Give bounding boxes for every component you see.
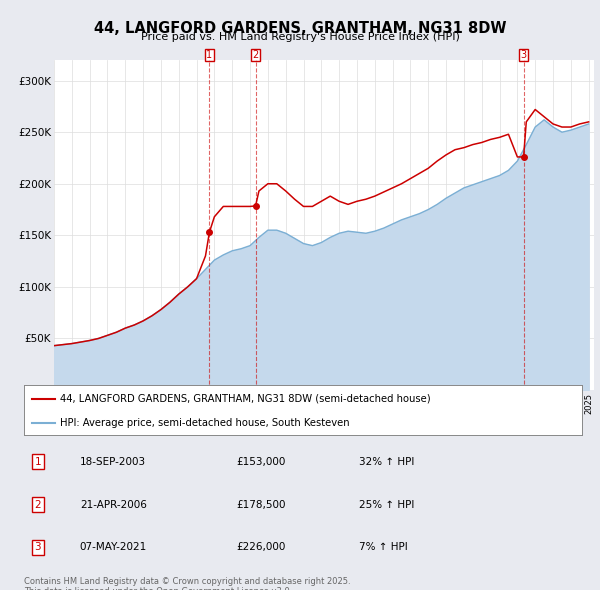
Text: 3: 3	[521, 50, 527, 60]
Text: Price paid vs. HM Land Registry's House Price Index (HPI): Price paid vs. HM Land Registry's House …	[140, 32, 460, 42]
Text: 07-MAY-2021: 07-MAY-2021	[80, 542, 147, 552]
Text: 32% ↑ HPI: 32% ↑ HPI	[359, 457, 414, 467]
Text: HPI: Average price, semi-detached house, South Kesteven: HPI: Average price, semi-detached house,…	[60, 418, 350, 428]
Text: 44, LANGFORD GARDENS, GRANTHAM, NG31 8DW: 44, LANGFORD GARDENS, GRANTHAM, NG31 8DW	[94, 21, 506, 35]
Text: £153,000: £153,000	[236, 457, 286, 467]
Text: 2: 2	[35, 500, 41, 510]
Text: 3: 3	[35, 542, 41, 552]
Text: 2: 2	[253, 50, 259, 60]
Text: 44, LANGFORD GARDENS, GRANTHAM, NG31 8DW (semi-detached house): 44, LANGFORD GARDENS, GRANTHAM, NG31 8DW…	[60, 394, 431, 404]
Text: £226,000: £226,000	[236, 542, 286, 552]
Text: 1: 1	[35, 457, 41, 467]
Text: 7% ↑ HPI: 7% ↑ HPI	[359, 542, 407, 552]
Text: 18-SEP-2003: 18-SEP-2003	[80, 457, 146, 467]
Text: £178,500: £178,500	[236, 500, 286, 510]
Text: 1: 1	[206, 50, 212, 60]
Text: 21-APR-2006: 21-APR-2006	[80, 500, 146, 510]
Text: Contains HM Land Registry data © Crown copyright and database right 2025.
This d: Contains HM Land Registry data © Crown c…	[24, 577, 350, 590]
Text: 25% ↑ HPI: 25% ↑ HPI	[359, 500, 414, 510]
